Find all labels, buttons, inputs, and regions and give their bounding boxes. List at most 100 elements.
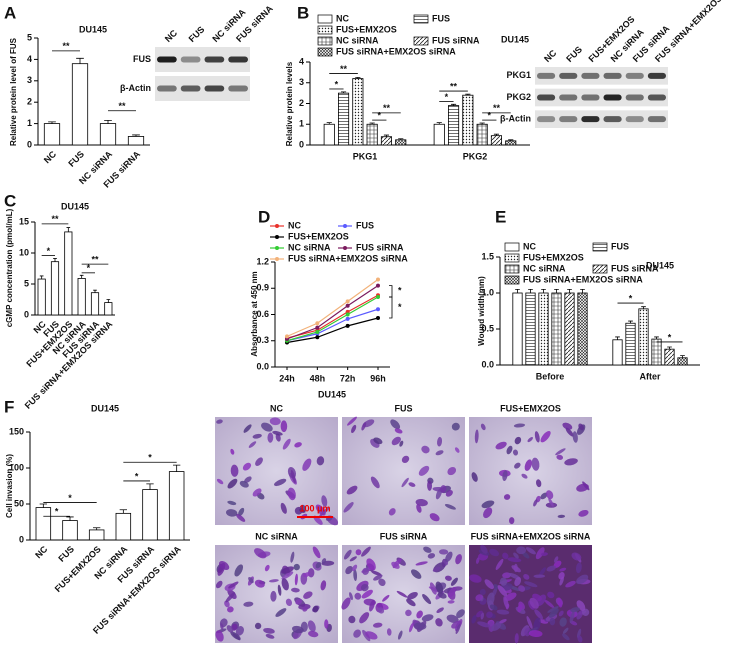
blot-band <box>603 116 622 123</box>
point <box>345 299 350 304</box>
y-tick-label: 15 <box>19 216 29 226</box>
cell <box>272 430 283 436</box>
cell <box>557 597 563 608</box>
x-tick-label: NC <box>42 149 59 166</box>
cell <box>225 592 236 603</box>
cell <box>447 600 455 604</box>
legend-swatch <box>504 264 520 274</box>
error-bar <box>479 122 485 125</box>
point <box>376 283 380 288</box>
cell <box>348 615 356 624</box>
cell <box>559 617 567 627</box>
point <box>345 312 350 317</box>
legend-marker <box>275 246 279 250</box>
bar <box>490 135 502 146</box>
chart-title: DU145 <box>646 260 674 270</box>
cell <box>373 574 383 581</box>
cell <box>554 556 559 563</box>
cell <box>291 625 304 634</box>
y-axis-label: Relative protein levels <box>285 61 294 146</box>
point <box>315 335 320 340</box>
bar <box>104 302 113 316</box>
blot-band <box>204 56 225 63</box>
cell <box>362 567 369 575</box>
cell <box>528 630 543 638</box>
legend-marker <box>275 235 279 239</box>
error-bar <box>53 258 57 262</box>
image-label: FUS siRNA+EMX2OS siRNA <box>471 531 591 541</box>
legend-label: NC siRNA <box>523 263 566 273</box>
cell <box>571 552 582 561</box>
cell <box>382 594 390 602</box>
cell <box>499 577 508 586</box>
sig-label: * <box>445 92 449 102</box>
sig-label: * <box>148 453 152 463</box>
error-bar <box>146 483 154 490</box>
sig-bracket <box>389 285 393 298</box>
cell <box>269 417 281 426</box>
cell <box>360 583 369 592</box>
cell <box>378 578 386 587</box>
blot-band <box>647 94 666 101</box>
cell <box>496 609 510 615</box>
error-bar <box>465 93 471 96</box>
cell <box>481 500 495 509</box>
bar <box>476 123 488 146</box>
y-tick-label: 3 <box>27 75 32 85</box>
cell <box>540 430 551 443</box>
cell <box>227 500 237 506</box>
bar <box>62 520 78 541</box>
cell <box>280 420 288 433</box>
cell <box>508 517 515 525</box>
blot-band <box>228 85 248 92</box>
bar <box>99 123 117 146</box>
legend-swatch <box>413 36 429 46</box>
bar <box>115 512 132 541</box>
error-bar <box>641 306 646 309</box>
error-bar <box>326 122 332 125</box>
sig-label: ** <box>450 81 458 91</box>
cell <box>254 548 267 559</box>
cell <box>480 612 485 620</box>
line <box>286 317 379 344</box>
sig-label: ** <box>62 41 70 51</box>
bar <box>380 136 392 146</box>
blot-band <box>647 72 666 79</box>
cell <box>489 604 498 611</box>
y-tick-label: 0 <box>24 309 29 319</box>
cell <box>261 422 273 432</box>
y-tick-label: 0.3 <box>256 335 269 345</box>
y-axis-label: Wound width(mm) <box>477 276 486 346</box>
cell <box>370 476 380 489</box>
cell <box>456 609 465 618</box>
y-tick-label: 4 <box>27 54 32 64</box>
legend-label: FUS siRNA <box>356 242 404 252</box>
bar <box>71 63 89 146</box>
cell <box>555 448 566 456</box>
cell <box>503 494 511 500</box>
cell <box>577 628 582 639</box>
legend-label: FUS siRNA <box>611 263 659 273</box>
cell <box>252 488 262 497</box>
cell <box>227 606 234 613</box>
cell <box>534 431 540 443</box>
cell <box>504 592 517 601</box>
y-tick-label: 2 <box>27 97 32 107</box>
panel-letter: F <box>4 397 14 416</box>
x-tick-label: PKG2 <box>463 151 488 161</box>
cell <box>366 558 376 571</box>
chart-title: DU145 <box>61 201 89 211</box>
cell <box>480 544 488 554</box>
cell <box>238 507 245 516</box>
cell <box>226 625 234 633</box>
cell <box>421 445 430 454</box>
cell <box>352 564 358 572</box>
blot-band <box>647 116 666 123</box>
cell <box>361 589 373 599</box>
cell <box>565 427 574 437</box>
cell <box>524 459 532 471</box>
cell <box>386 628 392 636</box>
blot-band <box>204 85 225 92</box>
blot-row-label: β-Actin <box>120 83 151 93</box>
